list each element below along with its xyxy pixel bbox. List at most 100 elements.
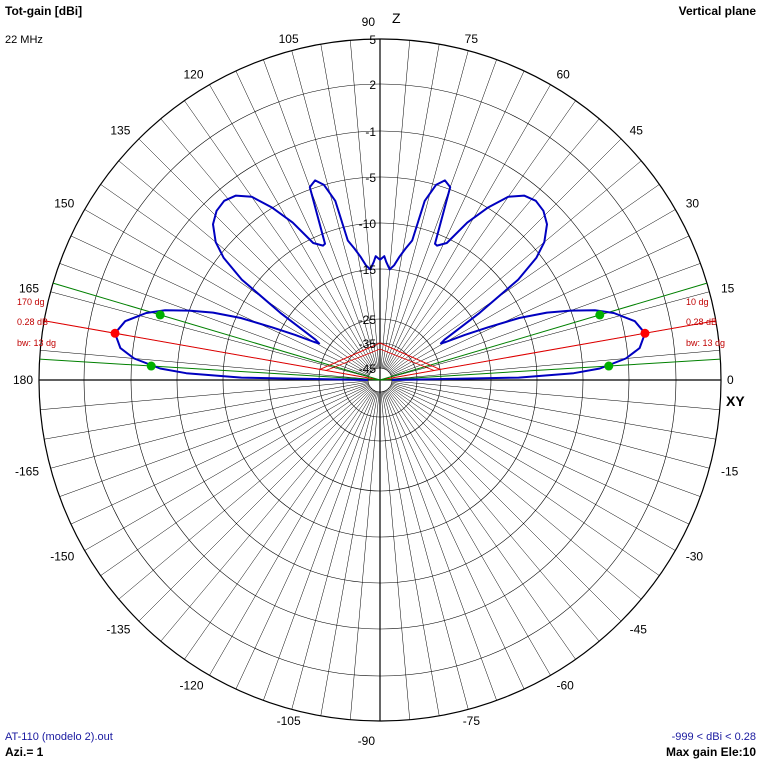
radial-tick-label: -35 (359, 337, 377, 351)
angle-tick-label: -60 (557, 679, 575, 693)
right-lobe-beamwidth: bw: 13 dg (686, 338, 725, 348)
grid-spoke (386, 100, 576, 371)
grid-spoke (383, 391, 497, 701)
grid-spoke (386, 389, 576, 660)
radial-tick-label: -1 (365, 125, 376, 139)
gain-indicator-triangle (325, 348, 435, 371)
grid-spoke (391, 380, 720, 410)
grid-spoke (389, 160, 642, 373)
beamwidth-marker (155, 310, 165, 320)
grid-spoke (84, 209, 370, 375)
grid-spoke (388, 388, 622, 622)
left-lobe-beamwidth: bw: 13 dg (17, 338, 56, 348)
max-gain-marker (640, 328, 650, 338)
max-gain-marker (110, 328, 120, 338)
angle-tick-label: -15 (721, 464, 739, 478)
grid-spoke (389, 184, 660, 374)
grid-spoke (390, 385, 676, 551)
radial-tick-label: -10 (359, 217, 377, 231)
radial-tick-label: -25 (359, 313, 377, 327)
angle-tick-label: -105 (277, 714, 301, 728)
lobe-markers (110, 310, 650, 371)
angle-tick-label: 180 (13, 373, 33, 387)
grid-spoke (50, 382, 369, 469)
angle-tick-label: 135 (110, 123, 130, 137)
angle-tick-label: 150 (54, 197, 74, 211)
direction-lines (39, 282, 721, 381)
beamwidth-marker (595, 310, 605, 320)
angle-tick-label: -120 (179, 679, 203, 693)
grid-spoke (291, 50, 378, 369)
left-lobe-gain: 0.28 dB (17, 317, 48, 327)
grid-spoke (387, 389, 600, 642)
angle-tick-label: -45 (630, 623, 648, 637)
grid-spoke (385, 390, 551, 676)
beamwidth-line (52, 282, 381, 381)
grid-spoke (390, 209, 676, 375)
radial-tick-label: -15 (359, 263, 377, 277)
beamwidth-line (379, 282, 708, 381)
angle-tick-label: -75 (463, 714, 481, 728)
angle-tick-label: -90 (358, 734, 376, 748)
grid-spoke (389, 387, 642, 600)
polar-grid (38, 38, 722, 722)
grid-spoke (118, 387, 371, 600)
radial-tick-label: -45 (359, 362, 377, 376)
grid-spoke (138, 388, 372, 622)
grid-spoke (263, 391, 377, 701)
grid-spoke (391, 291, 710, 378)
beamwidth-line (379, 358, 721, 381)
gain-pattern-curve (114, 179, 646, 381)
grid-spoke (385, 84, 551, 370)
angle-tick-label: 75 (465, 32, 479, 46)
angle-tick-label: -135 (106, 623, 130, 637)
grid-spoke (235, 390, 376, 690)
grid-spoke (391, 263, 701, 377)
angle-tick-label: -165 (15, 464, 39, 478)
angle-tick-label: -30 (686, 550, 704, 564)
xy-axis-label: XY (726, 393, 745, 409)
grid-spoke (118, 160, 371, 373)
plane-label: Vertical plane (678, 4, 756, 18)
angle-tick-label: 90 (362, 15, 376, 29)
grid-spoke (390, 384, 690, 525)
angle-tick-label: 165 (19, 282, 39, 296)
grid-spoke (384, 70, 525, 370)
grid-spoke (235, 70, 376, 370)
tick-labels: 0 15 30 45 60 75 90 105 120 135 150 165 180 -165 -150 -… (13, 10, 745, 748)
grid-spoke (380, 40, 410, 369)
gain-indicator-triangle (319, 342, 441, 370)
angle-tick-label: 60 (557, 67, 571, 81)
grid-spoke (209, 390, 375, 676)
gain-range-label: -999 < dBi < 0.28 (671, 731, 756, 743)
max-gain-label: Max gain Ele:10 (665, 745, 756, 759)
grid-spoke (44, 381, 369, 440)
grid-spoke (40, 380, 369, 410)
grid-spoke (387, 118, 600, 371)
right-lobe-gain: 0.28 dB (686, 317, 717, 327)
grid-spoke (70, 384, 370, 525)
right-lobe-angle: 10 dg (686, 297, 709, 307)
grid-spoke (160, 118, 373, 371)
grid-spoke (320, 44, 379, 369)
angle-tick-label: 45 (630, 123, 644, 137)
grid-spoke (384, 390, 525, 690)
frequency-label: 22 MHz (5, 34, 43, 46)
angle-tick-label: -150 (50, 550, 74, 564)
main-lobe-line (379, 320, 716, 381)
grid-spoke (391, 381, 716, 440)
angle-tick-label: 15 (721, 282, 735, 296)
main-lobe-line (44, 320, 381, 381)
grid-spoke (391, 350, 720, 380)
grid-spoke (380, 391, 410, 720)
grid-spoke (350, 391, 380, 720)
grid-spoke (389, 386, 660, 576)
grid-spoke (263, 59, 377, 369)
radial-tick-label: 2 (369, 78, 376, 92)
grid-spoke (100, 184, 371, 374)
radial-tick-label: 5 (369, 33, 376, 47)
angle-tick-label: 105 (279, 32, 299, 46)
radial-tick-label: -5 (365, 171, 376, 185)
file-label: AT-110 (modelo 2).out (5, 731, 113, 743)
